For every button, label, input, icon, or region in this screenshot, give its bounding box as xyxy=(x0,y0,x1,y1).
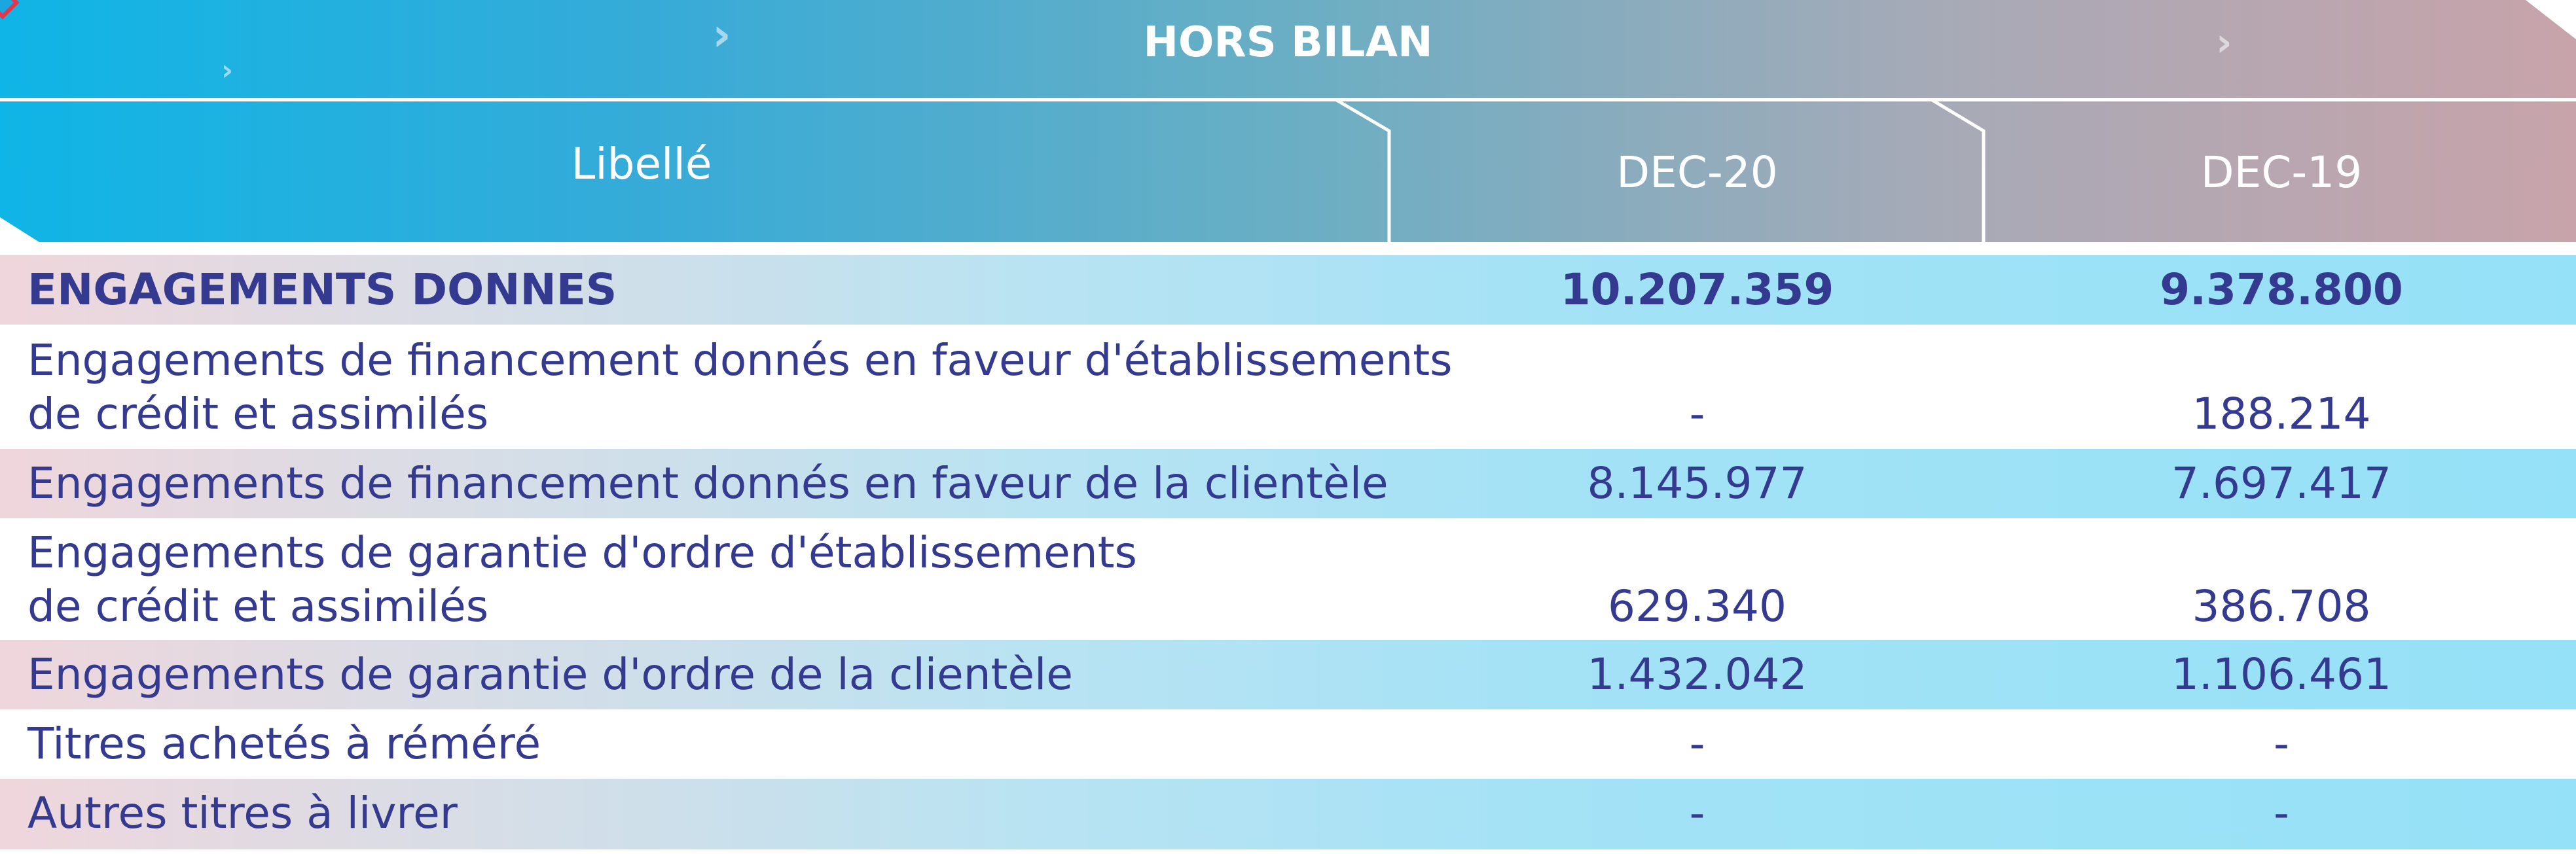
row-value-dec-20: 1.432.042 xyxy=(1587,649,1807,700)
row-value-dec-19: - xyxy=(2274,719,2289,769)
row-value-dec-19: 1.106.461 xyxy=(2171,649,2391,700)
row-value-dec-20: 10.207.359 xyxy=(1560,264,1834,315)
chevron-decoration-icon: › xyxy=(2216,20,2232,65)
column-header-libelle: Libellé xyxy=(571,139,712,189)
row-label: Engagements de garantie d'ordre d'établi… xyxy=(27,527,1137,578)
table-row: Engagements de financement donnés en fav… xyxy=(0,325,2576,449)
row-value-dec-20: 629.340 xyxy=(1608,581,1787,632)
chevron-decoration-icon: › xyxy=(712,8,731,62)
row-value-dec-20: - xyxy=(1689,788,1705,838)
column-separator-line xyxy=(1334,98,1391,242)
table-row: Engagements de garantie d'ordre de la cl… xyxy=(0,640,2576,709)
table-row: Titres achetés à réméré - - xyxy=(0,709,2576,779)
row-label: Titres achetés à réméré xyxy=(27,719,541,769)
row-value-dec-19: 188.214 xyxy=(2192,389,2371,439)
row-label: ENGAGEMENTS DONNES xyxy=(27,264,617,315)
row-value-dec-20: - xyxy=(1689,719,1705,769)
row-value-dec-20: - xyxy=(1689,389,1705,439)
row-value-dec-19: - xyxy=(2274,788,2289,838)
chevron-decoration-icon: › xyxy=(221,54,234,87)
column-header-dec-20: DEC-20 xyxy=(1616,147,1778,198)
table-title: HORS BILAN xyxy=(1143,18,1433,67)
header-divider xyxy=(0,98,2576,101)
title-bar xyxy=(0,0,2576,98)
row-label: Engagements de garantie d'ordre de la cl… xyxy=(27,649,1073,700)
row-value-dec-19: 386.708 xyxy=(2192,581,2371,632)
column-separator-line xyxy=(1930,98,1986,242)
table-row: Autres titres à livrer - - xyxy=(0,779,2576,849)
row-value-dec-19: 7.697.417 xyxy=(2171,458,2391,508)
row-value-dec-20: 8.145.977 xyxy=(1587,458,1807,508)
row-label: Engagements de financement donnés en fav… xyxy=(27,458,1388,508)
row-label: Engagements de financement donnés en fav… xyxy=(27,335,1453,385)
row-label: Autres titres à livrer xyxy=(27,788,458,838)
table-row: Engagements de financement donnés en fav… xyxy=(0,449,2576,518)
row-label-continued: de crédit et assimilés xyxy=(27,389,489,439)
table-row: Engagements de garantie d'ordre d'établi… xyxy=(0,518,2576,640)
column-header-row xyxy=(0,99,2576,242)
column-separators xyxy=(1334,98,1986,242)
row-value-dec-19: 9.378.800 xyxy=(2160,264,2403,315)
row-label-continued: de crédit et assimilés xyxy=(27,581,489,632)
column-header-dec-19: DEC-19 xyxy=(2200,147,2363,198)
table-row: ENGAGEMENTS DONNES 10.207.359 9.378.800 xyxy=(0,255,2576,325)
